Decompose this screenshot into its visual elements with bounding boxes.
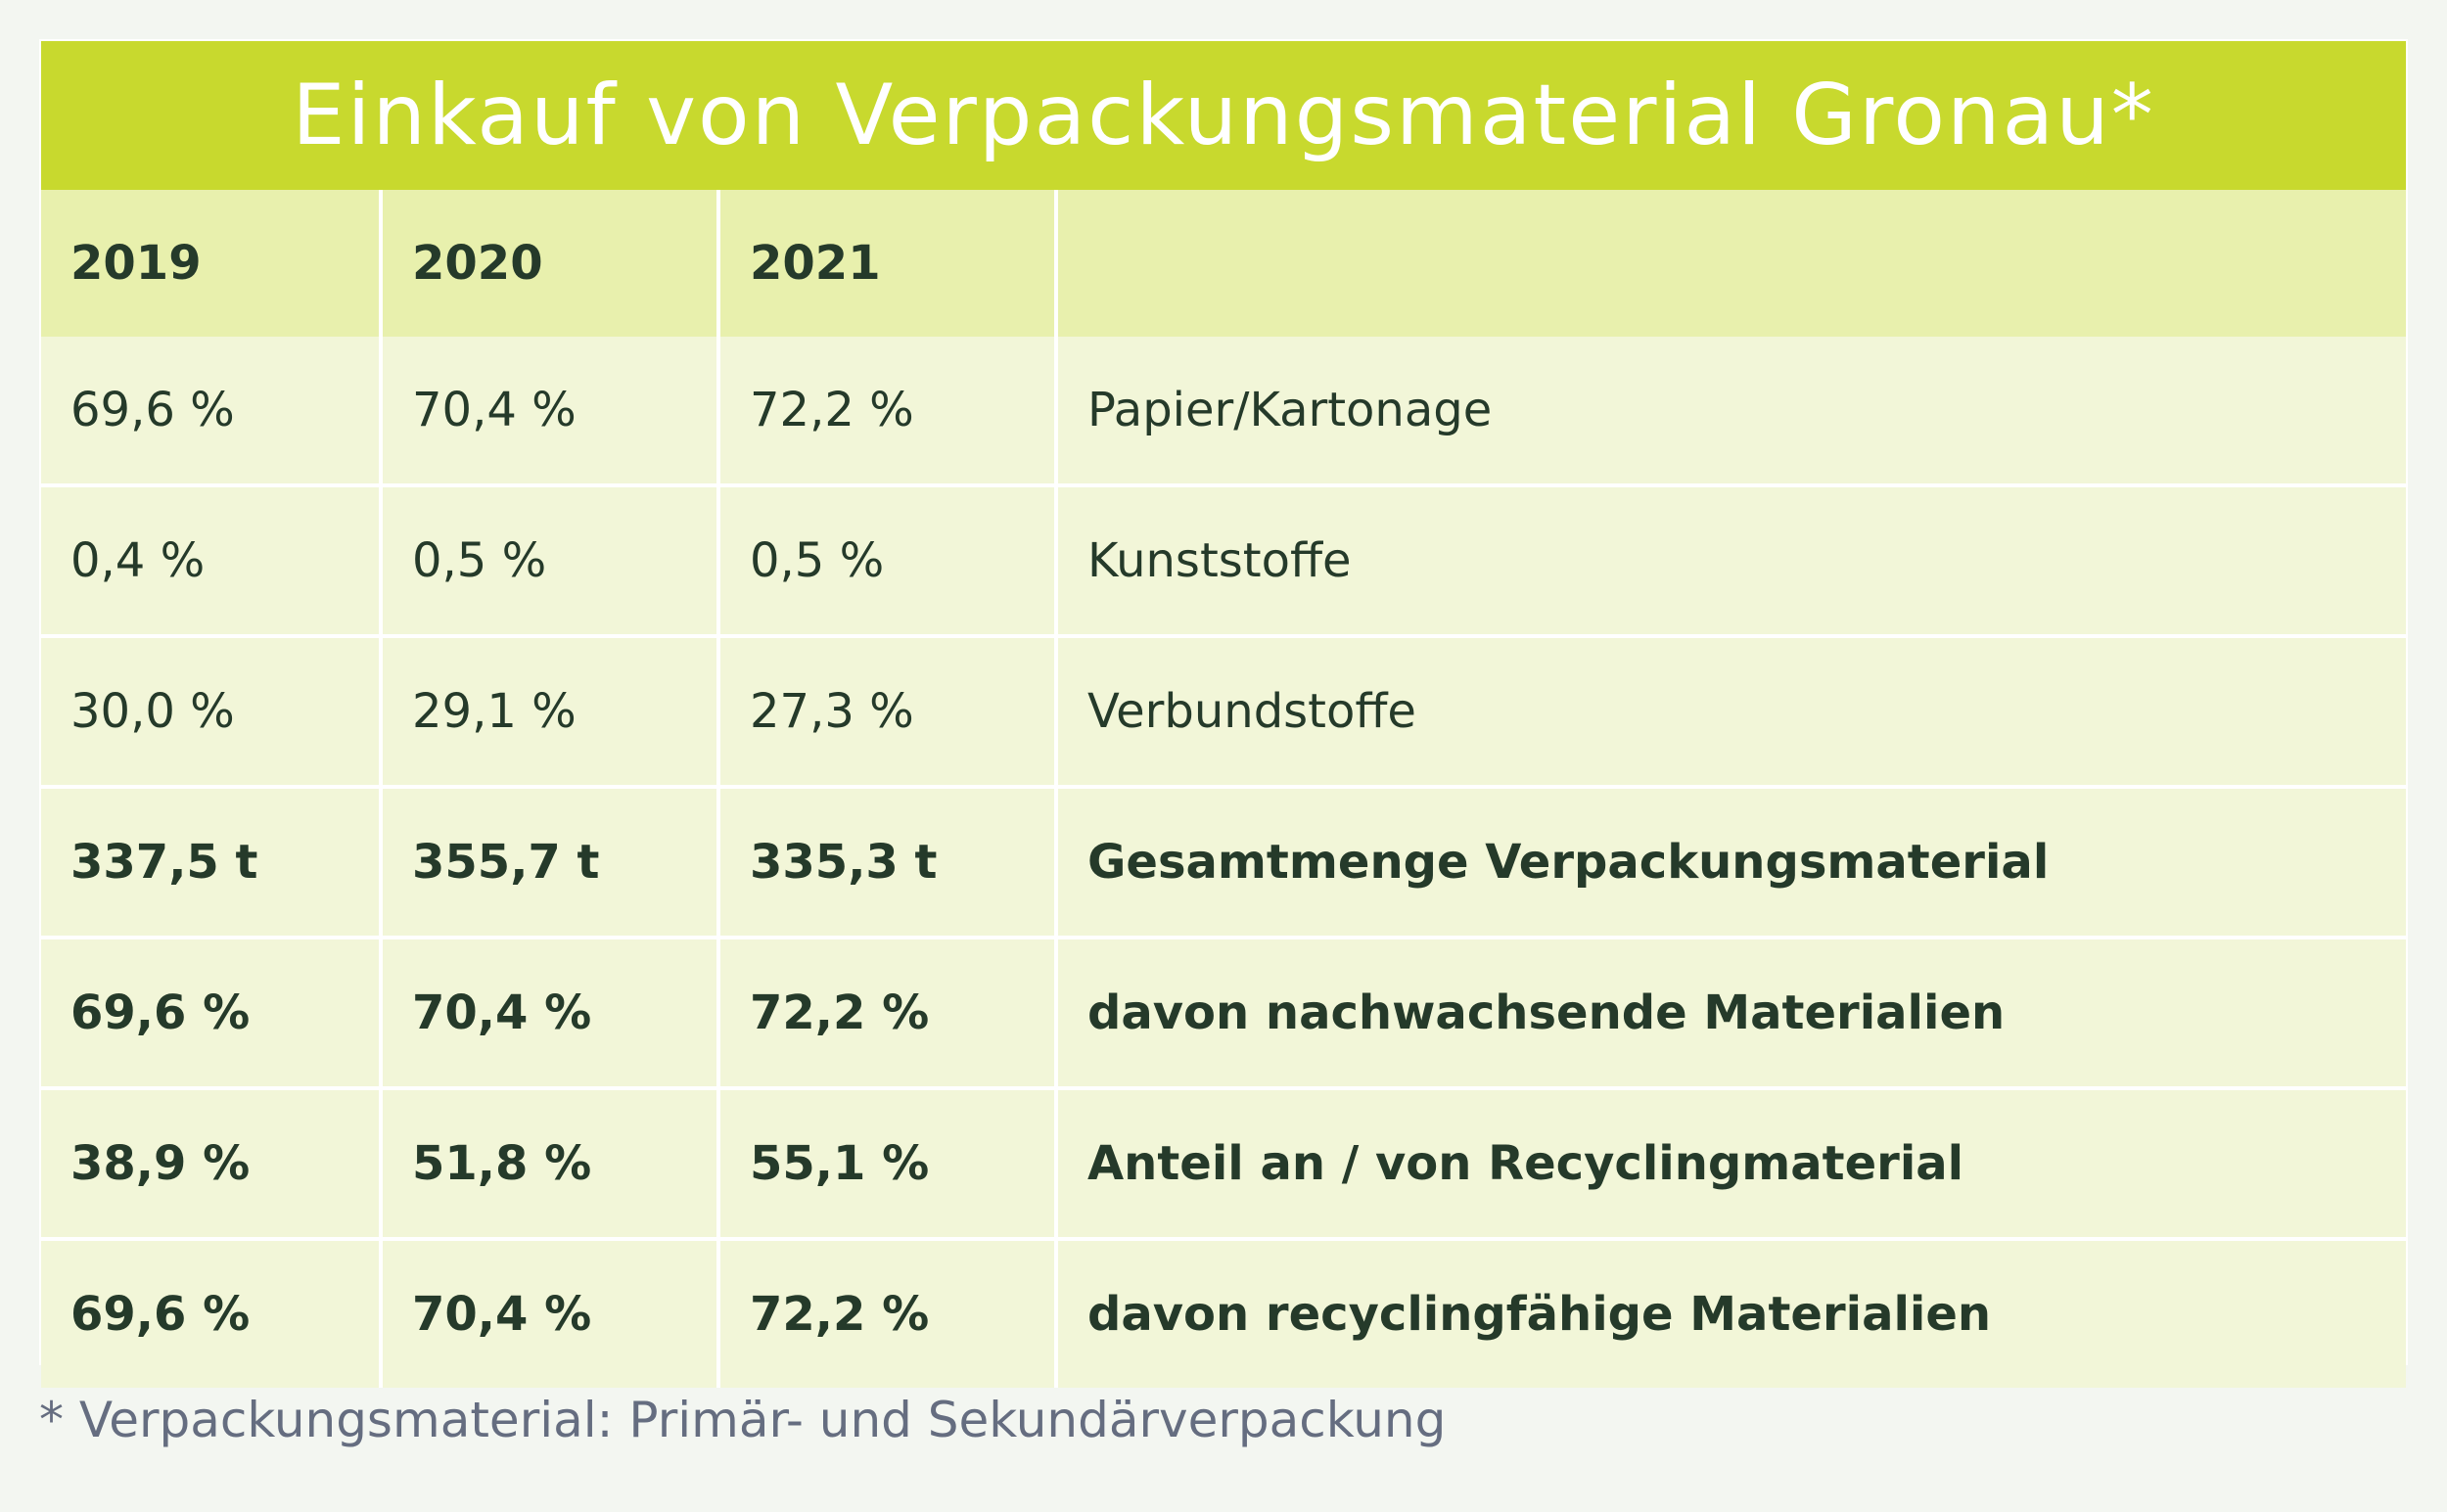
value-cell-2020: 70,4 %	[379, 1241, 716, 1388]
value-cell-2020: 355,7 t	[379, 789, 716, 936]
row-label-cell: Verbundstoffe	[1054, 638, 2406, 785]
header-row: 2019 2020 2021	[41, 190, 2406, 337]
value-cell-2020: 70,4 %	[379, 337, 716, 483]
value-cell-2020: 29,1 %	[379, 638, 716, 785]
header-cell-2021: 2021	[716, 190, 1054, 337]
value-cell-2021: 55,1 %	[716, 1090, 1054, 1237]
value-cell-2021: 335,3 t	[716, 789, 1054, 936]
table-row: 0,4 % 0,5 % 0,5 % Kunststoffe	[41, 483, 2406, 634]
table-title: Einkauf von Verpackungsmaterial Gronau*	[292, 67, 2155, 164]
value-cell-2019: 38,9 %	[70, 1136, 251, 1191]
row-label-cell: davon recyclingfähige Materialien	[1054, 1241, 2406, 1388]
title-bar: Einkauf von Verpackungsmaterial Gronau*	[41, 41, 2406, 190]
table-body: 69,6 % 70,4 % 72,2 % Papier/Kartonage 0,4 % 0…	[41, 337, 2406, 1388]
row-label-cell: Anteil an / von Recyclingmaterial	[1054, 1090, 2406, 1237]
value-cell-2021: 72,2 %	[716, 1241, 1054, 1388]
value-cell-2021: 0,5 %	[716, 487, 1054, 634]
header-cell-2019: 2019	[70, 236, 202, 291]
value-cell-2020: 70,4 %	[379, 939, 716, 1086]
table-row: 38,9 % 51,8 % 55,1 % Anteil an / von Recycl…	[41, 1086, 2406, 1237]
value-cell-2021: 72,2 %	[716, 939, 1054, 1086]
value-cell-2020: 0,5 %	[379, 487, 716, 634]
row-label-cell: davon nachwachsende Materialien	[1054, 939, 2406, 1086]
value-cell-2021: 27,3 %	[716, 638, 1054, 785]
value-cell-2019: 69,6 %	[70, 985, 251, 1040]
row-label-cell: Papier/Kartonage	[1054, 337, 2406, 483]
value-cell-2019: 30,0 %	[70, 684, 235, 739]
value-cell-2021: 72,2 %	[716, 337, 1054, 483]
packaging-table: Einkauf von Verpackungsmaterial Gronau* …	[39, 39, 2408, 1388]
table-row: 337,5 t 355,7 t 335,3 t Gesamtmenge Verpack…	[41, 785, 2406, 936]
table-row: 69,6 % 70,4 % 72,2 % davon nachwachsende Ma…	[41, 936, 2406, 1086]
value-cell-2019: 0,4 %	[70, 533, 206, 588]
value-cell-2020: 51,8 %	[379, 1090, 716, 1237]
value-cell-2019: 337,5 t	[70, 835, 258, 890]
header-cell-label	[1054, 190, 2406, 337]
row-label-cell: Kunststoffe	[1054, 487, 2406, 634]
value-cell-2019: 69,6 %	[70, 383, 235, 437]
row-label-cell: Gesamtmenge Verpackungsmaterial	[1054, 789, 2406, 936]
footnote: * Verpackungsmaterial: Primär- und Sekun…	[39, 1392, 1447, 1448]
table-row: 69,6 % 70,4 % 72,2 % Papier/Kartonage	[41, 337, 2406, 483]
header-cell-2020: 2020	[379, 190, 716, 337]
table-grid: 2019 2020 2021 69,6 % 70,4 % 72,2 % Papier/…	[41, 190, 2406, 1388]
value-cell-2019: 69,6 %	[70, 1287, 251, 1342]
table-row: 69,6 % 70,4 % 72,2 % davon recyclingfähige …	[41, 1237, 2406, 1388]
table-row: 30,0 % 29,1 % 27,3 % Verbundstoffe	[41, 634, 2406, 785]
